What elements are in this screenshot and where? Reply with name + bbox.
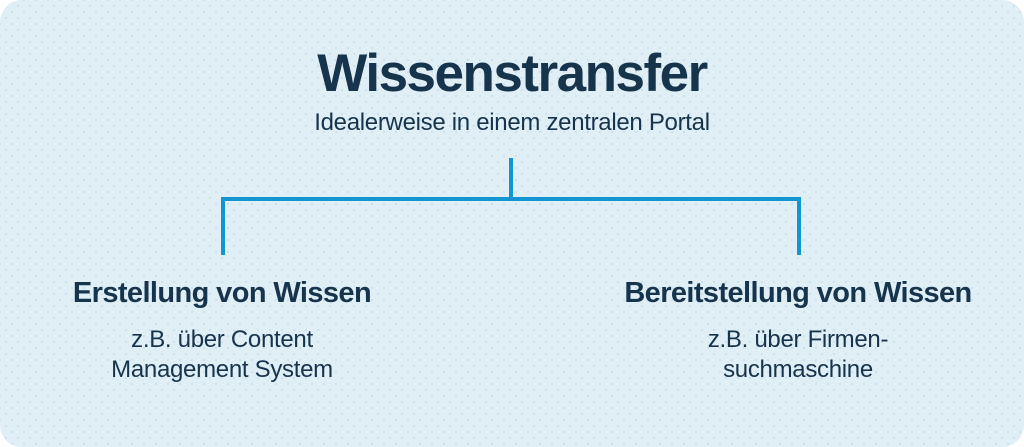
branch-detail: z.B. über Firmen- suchmaschine bbox=[593, 325, 1003, 385]
connector-stem bbox=[509, 158, 513, 201]
branch-detail-line: suchmaschine bbox=[723, 356, 873, 383]
connector-right-drop bbox=[797, 197, 801, 255]
branch-bereitstellung: Bereitstellung von Wissen z.B. über Firm… bbox=[593, 277, 1003, 385]
branch-detail-line: z.B. über Content bbox=[131, 326, 313, 353]
diagram-title: Wissenstransfer bbox=[317, 44, 708, 103]
connector-left-drop bbox=[221, 197, 225, 255]
header: Wissenstransfer Idealerweise in einem ze… bbox=[0, 44, 1024, 138]
branch-detail: z.B. über Content Management System bbox=[22, 325, 422, 385]
branch-detail-line: z.B. über Firmen- bbox=[707, 326, 889, 353]
diagram-subtitle: Idealerweise in einem zentralen Portal bbox=[314, 109, 710, 136]
connector-crossbar bbox=[221, 197, 801, 201]
branch-heading: Erstellung von Wissen bbox=[72, 277, 372, 309]
branch-detail-line: Management System bbox=[111, 356, 333, 383]
branch-erstellung: Erstellung von Wissen z.B. über Content … bbox=[22, 277, 422, 385]
branch-heading: Bereitstellung von Wissen bbox=[624, 277, 972, 309]
